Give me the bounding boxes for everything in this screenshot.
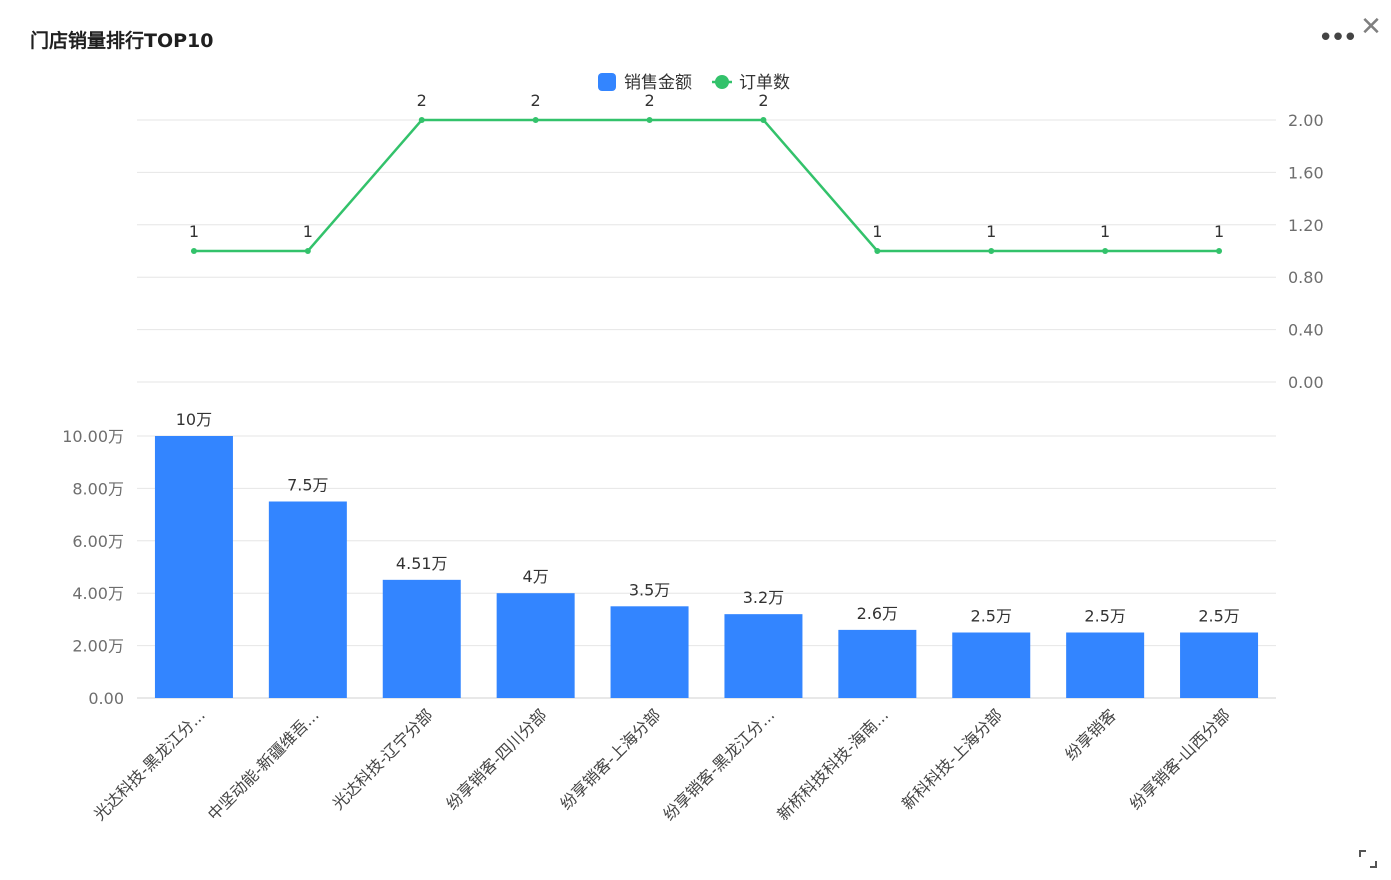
bar-value-label: 7.5万 [287,476,328,495]
line-point [988,248,995,254]
line-point [646,117,653,123]
category-tick-label: 新桥科技科技-海南... [773,705,892,824]
line-value-label: 1 [986,222,996,241]
line-value-label: 1 [1214,222,1224,241]
bar [1180,632,1259,698]
bar-value-label: 10万 [176,410,212,429]
line-value-label: 2 [417,91,427,110]
resize-button[interactable] [1355,846,1381,872]
bar-value-label: 4万 [523,567,549,586]
category-tick-label: 纷享销客-四川分部 [442,705,550,813]
line-value-label: 1 [872,222,882,241]
line-value-label: 2 [758,91,768,110]
bar-value-label: 4.51万 [396,554,448,573]
line-point [532,117,539,123]
line-axis-tick-label: 1.20 [1288,216,1324,235]
bar-axis-tick-label: 4.00万 [72,584,124,603]
bar-axis-tick-label: 8.00万 [72,479,124,498]
order-count-line [193,118,1220,253]
bar-value-label: 2.5万 [971,607,1012,626]
category-tick-label: 纷享销客 [1061,705,1120,764]
line-axis-tick-label: 0.80 [1288,268,1324,287]
category-tick-label: 光达科技-黑龙江分... [90,705,209,824]
category-tick-label: 新科科技-上海分部 [898,705,1006,813]
bar-value-label: 2.6万 [857,604,898,623]
more-horizontal-icon: ••• [1318,23,1358,53]
category-tick-label: 纷享销客-黑龙江分... [659,705,778,824]
close-icon: ✕ [1360,12,1382,42]
line-point [190,248,197,254]
category-tick-label: 纷享销客-上海分部 [556,705,664,813]
bar [496,593,575,698]
bar-axis-tick-label: 6.00万 [72,532,124,551]
line-point [760,117,767,123]
line-point [1102,248,1109,254]
bar [1066,632,1145,698]
bar-value-label: 3.2万 [743,588,784,607]
bar [268,501,347,698]
line-value-label: 2 [531,91,541,110]
legend-marker-bar [598,73,616,91]
line-axis-tick-label: 1.60 [1288,163,1324,182]
legend-marker-dot [715,75,729,89]
category-tick-label: 中坚动能-新疆维吾... [204,705,323,824]
line-point [874,248,881,254]
legend-label-orders: 订单数 [739,73,790,93]
bar [724,614,803,698]
line-axis-tick-label: 0.40 [1288,321,1324,340]
line-value-label: 1 [189,222,199,241]
bar [952,632,1031,698]
category-tick-label: 光达科技-辽宁分部 [329,705,437,813]
bar-value-label: 2.5万 [1198,607,1239,626]
bar [610,606,689,698]
bar [838,629,917,698]
more-options-button[interactable]: ••• [1318,22,1358,54]
line-value-label: 1 [303,222,313,241]
line-value-label: 1 [1100,222,1110,241]
bar [154,436,233,698]
close-button[interactable]: ✕ [1356,12,1386,42]
line-axis-tick-label: 2.00 [1288,111,1324,130]
resize-corner-icon [1359,850,1377,868]
bar-axis-tick-label: 10.00万 [62,427,124,446]
bar-value-label: 2.5万 [1084,607,1125,626]
line-point [418,117,425,123]
line-axis-tick-label: 0.00 [1288,373,1324,392]
line-point [1216,248,1223,254]
line-value-label: 2 [644,91,654,110]
chart-title: 门店销量排行TOP10 [30,30,214,52]
bar [382,579,461,698]
bar-axis-tick-label: 2.00万 [72,637,124,656]
line-point [304,248,311,254]
bar-value-label: 3.5万 [629,580,670,599]
bar-axis-tick-label: 0.00 [88,689,124,708]
category-tick-label: 纷享销客-山西分部 [1126,705,1234,813]
legend-label-sales: 销售金额 [624,73,692,93]
